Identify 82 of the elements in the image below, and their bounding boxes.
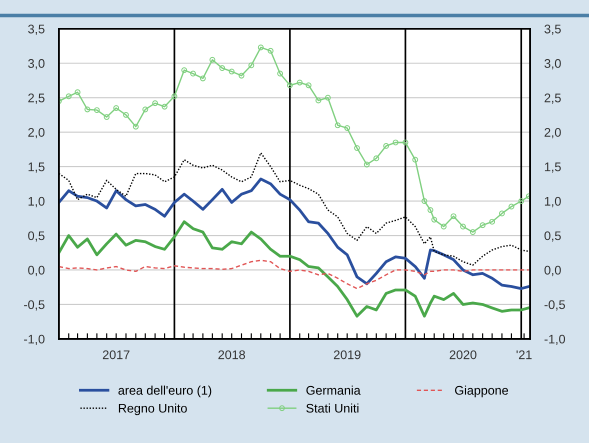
y-tick-label: -1,0 [24, 334, 45, 346]
point [219, 65, 226, 71]
point [392, 140, 399, 146]
point [428, 207, 434, 213]
y2-tick-label: 1,0 [544, 196, 561, 208]
y2-tick-label: 0,0 [544, 266, 561, 276]
point [104, 114, 110, 120]
point [499, 210, 505, 216]
point [354, 145, 360, 151]
point [431, 216, 438, 223]
point [248, 62, 254, 68]
point [162, 104, 168, 110]
point [480, 222, 486, 228]
y2-tick-label: -0,5 [544, 300, 566, 311]
point [181, 67, 188, 74]
y2-tick-label: 3,0 [544, 59, 561, 70]
point [334, 122, 341, 128]
y-tick-label: 1,0 [28, 196, 45, 208]
y2-tick-label: 2,0 [544, 128, 561, 138]
y-tick-label: 1,5 [28, 162, 44, 173]
point [228, 68, 235, 74]
point [268, 48, 274, 54]
point [296, 80, 303, 86]
point [460, 224, 466, 230]
line-series [58, 178, 530, 290]
point [113, 105, 120, 111]
point [421, 198, 428, 204]
point [277, 70, 284, 77]
y2-tick-label: 3,5 [544, 24, 561, 35]
legend-label: Regno Unito [118, 403, 187, 416]
point [373, 155, 380, 162]
point [470, 229, 476, 235]
point [142, 106, 148, 112]
x-tick-label: 2018 [218, 350, 246, 360]
point [344, 125, 350, 131]
point [518, 198, 524, 204]
point [364, 162, 370, 168]
y-tick-label: 0,0 [28, 266, 45, 276]
y2-tick-label: 0,5 [544, 231, 561, 242]
point [200, 75, 206, 82]
line-series [58, 220, 530, 318]
point [190, 70, 196, 77]
y-tick-label: 2,0 [28, 128, 45, 138]
point [209, 56, 216, 63]
point [171, 93, 178, 100]
point [450, 213, 456, 220]
y2-tick-label: 2,5 [544, 94, 561, 104]
y2-tick-label: 1,5 [544, 162, 561, 173]
x-tick-label: 2019 [334, 350, 360, 360]
point [402, 140, 408, 146]
y-tick-label: 3,5 [28, 24, 44, 35]
point [258, 44, 264, 50]
point [489, 218, 496, 225]
point [383, 143, 390, 149]
point [440, 224, 447, 230]
point [306, 82, 312, 88]
y-tick-label: -0,5 [24, 300, 44, 311]
point [84, 106, 90, 112]
point [152, 100, 158, 106]
legend-label: area dell'euro (1) [118, 386, 212, 398]
x-tick-label: 2020 [450, 350, 476, 360]
point [324, 94, 331, 101]
x-tick-label: 2017 [102, 350, 130, 360]
point [132, 124, 139, 130]
y-tick-label: 2,5 [28, 94, 44, 104]
point [286, 82, 293, 88]
y2-tick-label: -1,0 [544, 334, 566, 346]
point [315, 98, 322, 104]
legend-label: Stati Uniti [306, 403, 358, 413]
point [66, 93, 72, 100]
y-tick-label: 3,0 [28, 59, 45, 70]
point [123, 112, 129, 118]
legend-label: Giappone [455, 386, 508, 398]
point [238, 72, 244, 79]
point [74, 89, 80, 96]
x-tick-label: '21 [516, 350, 532, 360]
point [508, 204, 514, 210]
point [94, 107, 100, 114]
point [412, 156, 418, 163]
y-tick-label: 0,5 [28, 231, 44, 242]
line-series [58, 260, 530, 290]
legend-label: Germania [306, 386, 361, 395]
